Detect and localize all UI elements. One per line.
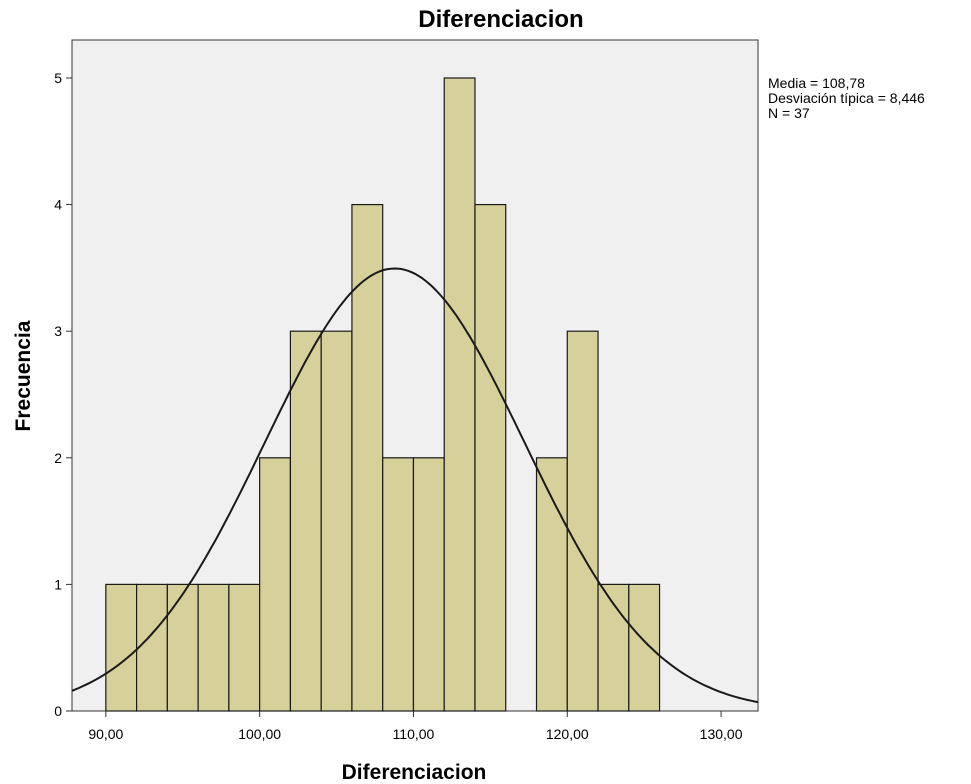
histogram-bar — [166, 583, 199, 712]
histogram-bar — [289, 330, 322, 712]
histogram-bar — [259, 457, 292, 712]
y-axis-ticks: 0 1 2 3 4 5 — [54, 70, 72, 719]
histogram-bar — [474, 203, 507, 712]
normal-curve — [71, 267, 759, 704]
y-tick-label: 5 — [54, 70, 62, 86]
x-axis-ticks: 90,00 100,00 110,00 120,00 130,00 — [88, 711, 743, 742]
histogram-bar — [535, 457, 568, 712]
stats-sd: Desviación típica = 8,446 — [768, 90, 925, 106]
histogram-bar — [443, 77, 476, 712]
stats-mean: Media = 108,78 — [768, 75, 865, 91]
histogram-bar — [351, 203, 384, 712]
x-tick-label: 100,00 — [238, 726, 281, 742]
histogram-bar — [105, 583, 138, 712]
y-tick-label: 2 — [54, 450, 62, 466]
x-tick-label: 110,00 — [393, 726, 435, 742]
x-tick-label: 130,00 — [700, 726, 743, 742]
histogram-bar — [197, 583, 230, 712]
histogram-bar — [136, 583, 168, 712]
bars-group — [105, 77, 661, 712]
histogram-bar — [412, 457, 445, 712]
histogram-bar — [566, 330, 599, 712]
y-tick-label: 4 — [54, 197, 62, 213]
chart-title: Diferenciacion — [418, 6, 583, 33]
y-tick-label: 1 — [54, 576, 62, 592]
stats-legend: Media = 108,78 Desviación típica = 8,446… — [768, 76, 925, 121]
histogram-bar — [320, 330, 353, 712]
y-tick-label: 0 — [54, 703, 62, 719]
histogram-bar — [382, 457, 415, 712]
x-tick-label: 120,00 — [546, 726, 589, 742]
stats-n: N = 37 — [768, 105, 810, 121]
y-tick-label: 3 — [54, 323, 62, 339]
y-axis-title: Frecuencia — [12, 320, 35, 431]
histogram-bar — [228, 583, 261, 712]
histogram-bar — [628, 583, 661, 712]
x-axis-title: Diferenciacion — [342, 761, 487, 784]
x-tick-label: 90,00 — [88, 726, 123, 742]
